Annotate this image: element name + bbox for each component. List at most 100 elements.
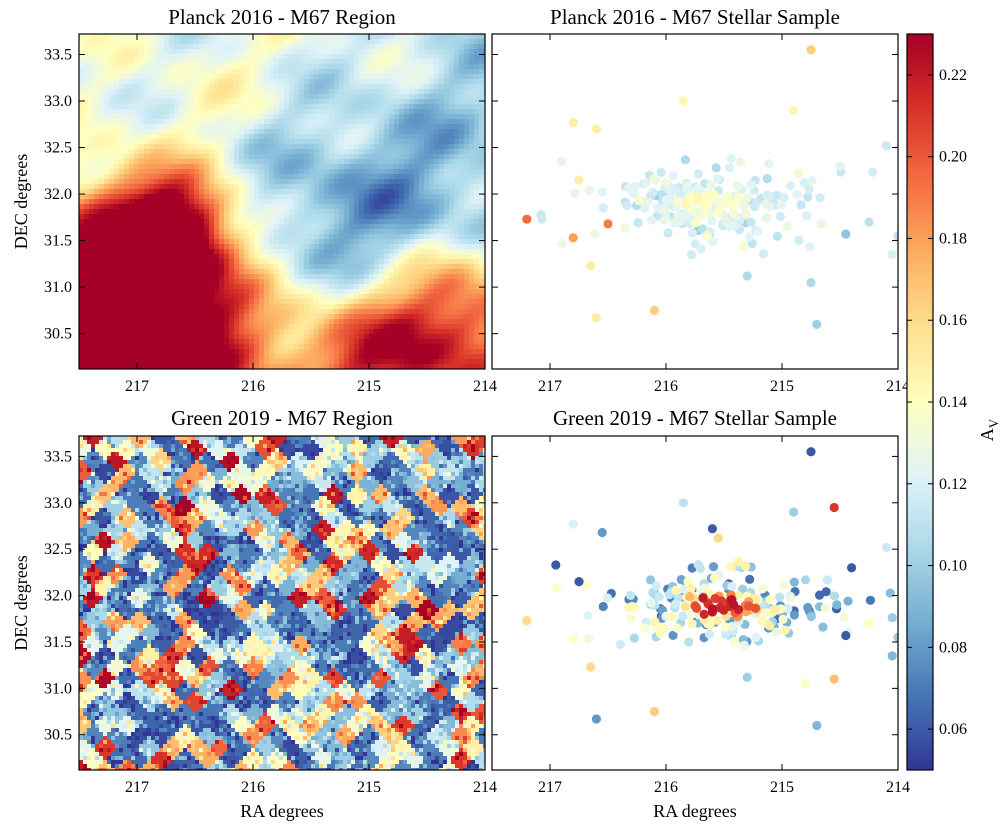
heatmap-cell bbox=[254, 189, 260, 195]
heatmap-cell bbox=[169, 249, 175, 255]
heatmap-cell bbox=[434, 289, 440, 295]
heatmap-cell bbox=[169, 214, 175, 220]
heatmap-cell bbox=[324, 79, 330, 85]
heatmap-cell bbox=[199, 34, 205, 40]
heatmap-cell bbox=[124, 299, 130, 305]
heatmap-cell bbox=[379, 84, 385, 90]
heatmap-cell bbox=[124, 274, 130, 280]
heatmap-cell bbox=[354, 324, 360, 330]
heatmap-cell bbox=[294, 264, 300, 270]
heatmap-cell bbox=[474, 164, 480, 170]
heatmap-cell bbox=[354, 194, 360, 200]
heatmap-cell bbox=[419, 314, 425, 320]
heatmap-cell bbox=[399, 264, 405, 270]
heatmap-cell bbox=[94, 279, 100, 285]
heatmap-cell bbox=[164, 164, 170, 170]
heatmap-cell bbox=[339, 54, 345, 60]
heatmap-cell bbox=[219, 249, 225, 255]
heatmap-cell bbox=[429, 79, 435, 85]
heatmap-cell bbox=[419, 79, 425, 85]
heatmap-cell bbox=[459, 124, 465, 130]
heatmap-cell bbox=[144, 164, 150, 170]
heatmap-cell bbox=[399, 309, 405, 315]
heatmap-cell bbox=[479, 59, 485, 65]
heatmap-cell bbox=[294, 234, 300, 240]
heatmap-cell bbox=[219, 294, 225, 300]
heatmap-cell bbox=[374, 174, 380, 180]
heatmap-cell bbox=[389, 144, 395, 150]
heatmap-cell bbox=[364, 109, 370, 115]
heatmap-cell bbox=[94, 334, 100, 340]
heatmap-cell bbox=[229, 84, 235, 90]
heatmap-cell bbox=[154, 84, 160, 90]
heatmap-cell bbox=[329, 309, 335, 315]
heatmap-cell bbox=[229, 274, 235, 280]
heatmap-cell bbox=[434, 34, 440, 40]
heatmap-cell bbox=[389, 149, 395, 155]
heatmap-cell bbox=[139, 134, 145, 140]
heatmap-cell bbox=[404, 234, 410, 240]
heatmap-cell bbox=[114, 264, 120, 270]
heatmap-cell bbox=[444, 184, 450, 190]
heatmap-cell bbox=[454, 149, 460, 155]
heatmap-cell bbox=[129, 209, 135, 215]
heatmap-cell bbox=[414, 244, 420, 250]
heatmap-cell bbox=[89, 214, 95, 220]
heatmap-cell bbox=[299, 104, 305, 110]
heatmap-cell bbox=[354, 204, 360, 210]
heatmap-cell bbox=[219, 284, 225, 290]
heatmap-cell bbox=[109, 64, 115, 70]
heatmap-cell bbox=[394, 34, 400, 40]
heatmap-cell bbox=[434, 209, 440, 215]
heatmap-cell bbox=[209, 324, 215, 330]
heatmap-cell bbox=[424, 59, 430, 65]
heatmap-cell bbox=[474, 269, 480, 275]
heatmap-cell bbox=[389, 114, 395, 120]
heatmap-cell bbox=[154, 204, 160, 210]
heatmap-cell bbox=[439, 239, 445, 245]
heatmap-cell bbox=[269, 334, 275, 340]
heatmap-cell bbox=[99, 164, 105, 170]
heatmap-cell bbox=[164, 44, 170, 50]
heatmap-cell bbox=[94, 319, 100, 325]
heatmap-cell bbox=[174, 209, 180, 215]
heatmap-cell bbox=[419, 34, 425, 40]
heatmap-cell bbox=[164, 309, 170, 315]
heatmap-cell bbox=[89, 114, 95, 120]
heatmap-cell bbox=[304, 234, 310, 240]
heatmap-cell bbox=[319, 249, 325, 255]
heatmap-cell bbox=[149, 209, 155, 215]
heatmap-cell bbox=[309, 54, 315, 60]
heatmap-cell bbox=[109, 39, 115, 45]
heatmap-cell bbox=[294, 324, 300, 330]
heatmap-cell bbox=[179, 84, 185, 90]
heatmap-cell bbox=[144, 94, 150, 100]
heatmap-cell bbox=[254, 229, 260, 235]
heatmap-cell bbox=[164, 159, 170, 165]
heatmap-cell bbox=[174, 294, 180, 300]
heatmap-cell bbox=[294, 69, 300, 75]
heatmap-cell bbox=[434, 279, 440, 285]
heatmap-cell bbox=[229, 199, 235, 205]
heatmap-cell bbox=[159, 59, 165, 65]
heatmap-cell bbox=[254, 149, 260, 155]
heatmap-cell bbox=[449, 59, 455, 65]
heatmap-cell bbox=[129, 304, 135, 310]
heatmap-cell bbox=[89, 139, 95, 145]
heatmap-cell bbox=[239, 149, 245, 155]
heatmap-cell bbox=[189, 269, 195, 275]
heatmap-cell bbox=[154, 119, 160, 125]
heatmap-cell bbox=[129, 164, 135, 170]
heatmap-cell bbox=[89, 144, 95, 150]
heatmap-cell bbox=[134, 134, 140, 140]
heatmap-cell bbox=[229, 259, 235, 265]
heatmap-cell bbox=[414, 104, 420, 110]
heatmap-cell bbox=[134, 324, 140, 330]
heatmap-cell bbox=[419, 159, 425, 165]
heatmap-cell bbox=[439, 34, 445, 40]
heatmap-cell bbox=[259, 334, 265, 340]
heatmap-cell bbox=[184, 114, 190, 120]
heatmap-cell bbox=[339, 334, 345, 340]
heatmap-cell bbox=[304, 294, 310, 300]
heatmap-cell bbox=[239, 289, 245, 295]
